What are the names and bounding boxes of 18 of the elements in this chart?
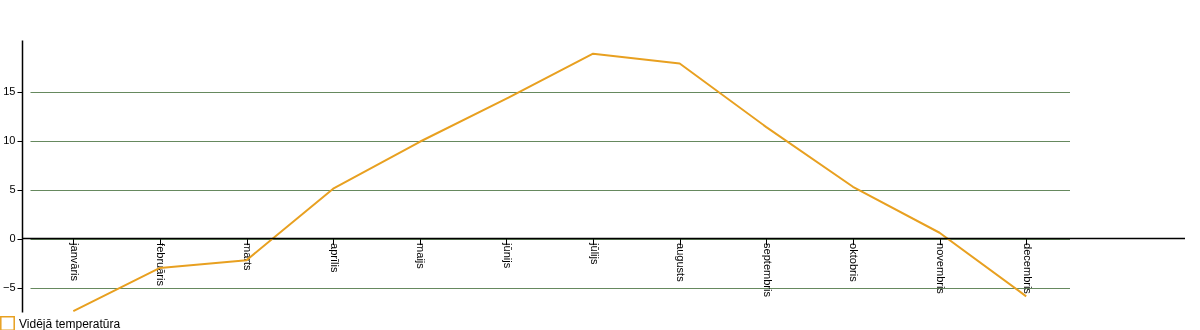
x-tick-label: februāris [155, 243, 168, 287]
y-tick-label: 0 [9, 232, 16, 245]
x-tick-label: augusts [675, 243, 688, 283]
x-tick-label: maijs [415, 243, 428, 270]
y-tick-label: 15 [3, 85, 16, 98]
y-tick-label: 10 [3, 134, 16, 147]
y-tick-label: −5 [2, 281, 16, 294]
x-tick-label: marts [242, 243, 255, 272]
x-tick-label: jūnijs [501, 242, 514, 269]
x-tick-label: oktobris [848, 243, 861, 283]
x-tick-label: novembris [935, 243, 948, 295]
y-tick-label: 5 [9, 183, 16, 196]
x-tick-label: septembris [761, 243, 774, 298]
x-tick-label: janvāris [68, 242, 81, 282]
x-tick-label: decembris [1021, 243, 1034, 295]
legend-label: Vidējā temperatūra [19, 316, 121, 330]
x-tick-label: jūlijs [588, 242, 601, 266]
x-tick-label: aprīlis [328, 243, 341, 273]
